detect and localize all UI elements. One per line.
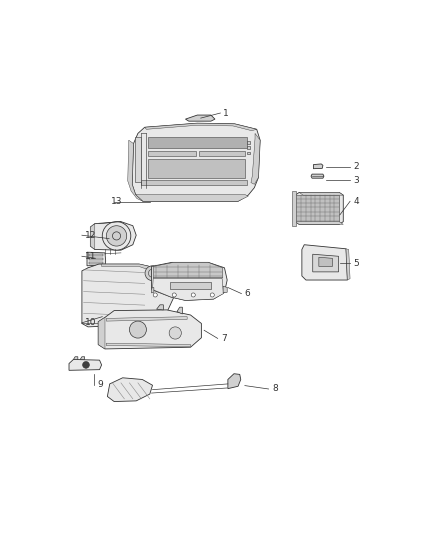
Polygon shape [152, 262, 227, 301]
Polygon shape [295, 222, 343, 224]
Text: 9: 9 [97, 380, 103, 389]
Polygon shape [346, 249, 350, 280]
Polygon shape [82, 264, 174, 327]
Polygon shape [88, 258, 103, 260]
Polygon shape [90, 222, 136, 250]
Text: 3: 3 [353, 176, 359, 185]
Polygon shape [90, 224, 95, 249]
Polygon shape [88, 268, 171, 324]
Polygon shape [293, 191, 297, 225]
Polygon shape [295, 195, 339, 222]
Text: 12: 12 [85, 231, 97, 240]
Polygon shape [132, 123, 260, 201]
Polygon shape [88, 262, 103, 264]
Polygon shape [199, 151, 245, 157]
Polygon shape [106, 317, 187, 321]
Text: 10: 10 [85, 318, 97, 327]
Polygon shape [247, 146, 250, 149]
Polygon shape [145, 123, 257, 131]
Polygon shape [170, 282, 211, 289]
Circle shape [169, 327, 181, 339]
Polygon shape [313, 254, 339, 272]
Polygon shape [153, 262, 223, 278]
Text: 13: 13 [111, 197, 122, 206]
Circle shape [102, 222, 131, 250]
Polygon shape [302, 245, 347, 280]
Circle shape [153, 293, 157, 297]
Circle shape [191, 293, 195, 297]
Polygon shape [314, 164, 323, 168]
Polygon shape [135, 195, 248, 201]
Polygon shape [247, 141, 250, 143]
Text: 2: 2 [353, 162, 359, 171]
Polygon shape [148, 138, 247, 148]
Polygon shape [88, 254, 103, 256]
Text: 1: 1 [223, 109, 229, 117]
Polygon shape [156, 305, 163, 310]
Polygon shape [80, 357, 85, 359]
Text: 7: 7 [221, 334, 227, 343]
Circle shape [129, 321, 146, 338]
Polygon shape [87, 252, 106, 266]
Polygon shape [319, 257, 332, 266]
Polygon shape [247, 152, 250, 155]
Text: 6: 6 [245, 289, 251, 298]
Polygon shape [152, 278, 223, 301]
Polygon shape [251, 133, 260, 184]
Polygon shape [134, 138, 141, 182]
Polygon shape [74, 357, 78, 359]
Polygon shape [177, 307, 182, 314]
Circle shape [172, 293, 176, 297]
Polygon shape [128, 140, 143, 201]
Polygon shape [141, 180, 247, 185]
Polygon shape [102, 264, 174, 282]
Polygon shape [223, 286, 227, 293]
Polygon shape [98, 310, 201, 349]
Circle shape [106, 225, 127, 246]
Polygon shape [69, 359, 102, 370]
Polygon shape [148, 159, 245, 177]
Polygon shape [299, 192, 343, 195]
Circle shape [148, 269, 156, 277]
Text: 8: 8 [272, 384, 278, 393]
Text: 4: 4 [353, 197, 359, 206]
Polygon shape [107, 378, 152, 401]
Circle shape [145, 266, 160, 281]
Polygon shape [185, 115, 215, 121]
Text: 11: 11 [85, 252, 97, 261]
Polygon shape [295, 192, 343, 224]
Circle shape [83, 361, 89, 368]
Polygon shape [148, 151, 196, 157]
Polygon shape [152, 287, 154, 293]
FancyBboxPatch shape [148, 158, 245, 179]
Polygon shape [98, 317, 105, 349]
Text: 5: 5 [353, 259, 359, 268]
Circle shape [113, 232, 120, 240]
Polygon shape [228, 374, 241, 389]
Polygon shape [311, 174, 324, 178]
Circle shape [210, 293, 214, 297]
Polygon shape [106, 343, 191, 346]
